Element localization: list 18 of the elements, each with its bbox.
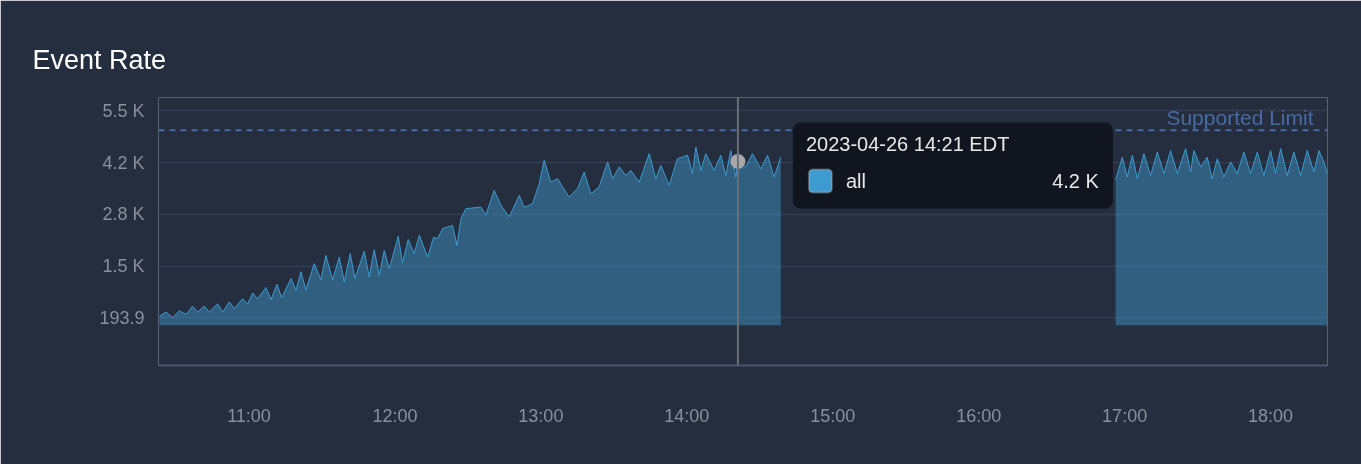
x-tick-label: 13:00	[518, 405, 564, 426]
annotation: 4.2 K	[1052, 169, 1100, 192]
y-tick-label: 193.9	[99, 307, 145, 328]
y-tick-label: 4.2 K	[102, 152, 145, 173]
x-tick-label: 11:00	[227, 405, 271, 426]
x-tick-label: 14:00	[664, 405, 710, 426]
x-tick-label: 12:00	[372, 405, 418, 426]
x-tick-label: 18:00	[1248, 405, 1294, 426]
x-tick-label: 15:00	[810, 405, 856, 426]
ref-line-label: Supported Limit	[1166, 106, 1314, 130]
legend-label: all	[845, 169, 866, 192]
chart-title: Event Rate	[32, 44, 167, 75]
x-tick-label: 17:00	[1102, 405, 1148, 426]
y-tick-label: 5.5 K	[102, 101, 145, 121]
x-tick-label: 16:00	[956, 405, 1002, 426]
y-tick-label: 1.5 K	[102, 256, 145, 277]
y-tick-label: 2.8 K	[102, 204, 145, 225]
annotation: 2023-04-26 14:21 EDT	[805, 132, 1010, 155]
